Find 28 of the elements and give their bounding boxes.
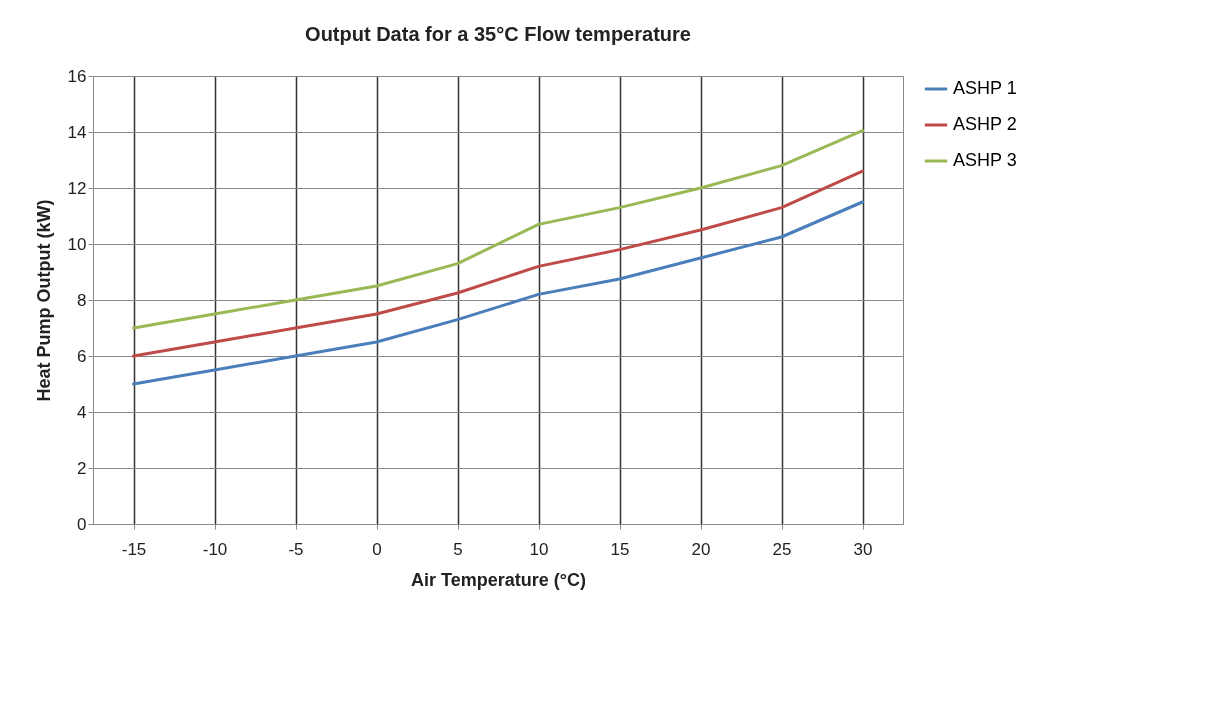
x-tick-label: 5	[453, 539, 463, 559]
y-tick-label: 14	[67, 122, 87, 142]
y-tick-label: 2	[77, 458, 87, 478]
legend-label: ASHP 2	[953, 114, 1017, 134]
x-tick-label: 10	[529, 539, 549, 559]
x-tick-label: 30	[853, 539, 873, 559]
y-tick-label: 6	[77, 346, 87, 366]
legend-label: ASHP 1	[953, 78, 1017, 98]
y-tick-label: 0	[77, 514, 87, 534]
x-tick-label: 20	[691, 539, 711, 559]
y-tick-label: 16	[67, 66, 87, 86]
y-tick-label: 10	[67, 234, 87, 254]
y-axis-title: Heat Pump Output (kW)	[33, 199, 54, 402]
line-series	[132, 200, 864, 386]
x-tick-label: -5	[288, 539, 304, 559]
x-tick-label: 0	[372, 539, 382, 559]
x-tick-label: -10	[202, 539, 228, 559]
y-tick-label: 4	[77, 402, 87, 422]
legend-label: ASHP 3	[953, 150, 1017, 170]
x-axis-title: Air Temperature (°C)	[411, 569, 586, 590]
y-tick-label: 8	[77, 290, 87, 310]
chart-title: Output Data for a 35°C Flow temperature	[305, 23, 691, 45]
x-tick-label: -15	[121, 539, 147, 559]
x-tick-label: 25	[772, 539, 792, 559]
x-tick-label: 15	[610, 539, 630, 559]
y-tick-label: 12	[67, 178, 87, 198]
line-series	[132, 169, 864, 358]
line-series	[132, 129, 864, 330]
